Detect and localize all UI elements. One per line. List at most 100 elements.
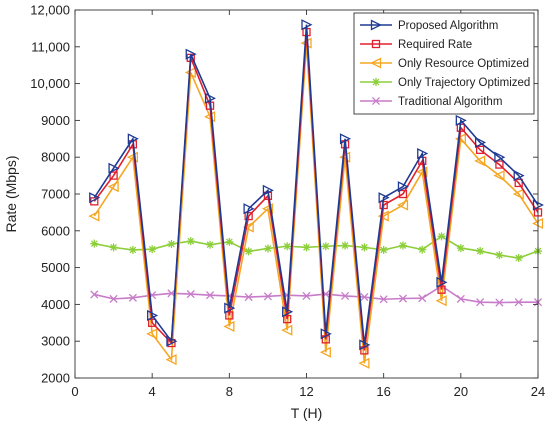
data-point <box>418 294 427 303</box>
data-point <box>319 346 331 358</box>
x-tick-label: 0 <box>71 384 78 399</box>
data-point <box>456 294 465 303</box>
axes-layer: 0 4 8 12 16 20 24 2000 3000 4000 5000 6000 7000 8000 9… <box>30 3 545 400</box>
data-point <box>108 162 120 174</box>
data-point <box>283 242 292 251</box>
data-point <box>184 67 196 79</box>
data-point <box>262 184 274 196</box>
data-point <box>454 133 466 145</box>
data-point <box>379 245 388 254</box>
data-point <box>493 170 505 182</box>
data-point <box>378 192 390 204</box>
x-axis-label: T (H) <box>291 405 323 421</box>
data-point <box>437 285 446 294</box>
legend-swatch-marker <box>370 57 382 69</box>
data-point <box>165 354 177 366</box>
data-point <box>109 294 118 303</box>
data-point <box>263 244 272 253</box>
data-point <box>339 151 351 163</box>
data-point <box>301 19 313 31</box>
y-tick-label: 5000 <box>41 260 70 275</box>
data-point <box>263 292 272 301</box>
y-axis-label: Rate (Mbps) <box>3 155 19 232</box>
data-point <box>186 237 195 246</box>
data-point <box>360 292 369 302</box>
legend-label: Proposed Algorithm <box>398 20 498 32</box>
data-point <box>494 151 506 163</box>
series-1 <box>89 19 544 351</box>
data-point <box>321 242 330 251</box>
data-point <box>360 243 369 252</box>
data-point <box>223 320 235 333</box>
legend-label: Traditional Algorithm <box>398 96 502 108</box>
data-point <box>302 243 311 252</box>
data-point <box>341 241 350 250</box>
y-tick-label: 12,000 <box>30 3 70 18</box>
data-point <box>107 181 119 193</box>
data-point <box>205 291 215 300</box>
data-point <box>435 295 447 307</box>
x-tick-label: 12 <box>299 384 313 399</box>
legend-entry: Only Resource Optimized <box>360 57 529 70</box>
data-point <box>166 335 178 347</box>
data-point <box>379 295 388 304</box>
data-point <box>109 171 118 180</box>
legend-label: Only Resource Optimized <box>398 58 529 70</box>
data-point <box>320 328 332 340</box>
data-point <box>437 232 446 241</box>
legend-swatch-marker <box>372 78 380 86</box>
data-point <box>397 199 409 211</box>
legend-label: Required Rate <box>398 39 472 51</box>
x-tick-label: 20 <box>454 384 468 399</box>
data-point <box>358 357 370 369</box>
y-tick-label: 11,000 <box>31 39 70 54</box>
legend: Proposed Algorithm Required Rate Only Reso… <box>353 12 535 115</box>
data-point <box>456 244 465 253</box>
x-tick-label: 4 <box>149 384 156 399</box>
data-point <box>512 188 524 200</box>
data-point <box>146 328 158 340</box>
data-point <box>148 318 157 327</box>
data-point <box>474 155 486 167</box>
y-tick-label: 2000 <box>41 371 70 386</box>
x-tick-label: 16 <box>376 384 390 399</box>
legend-entry: Only Trajectory Optimized <box>360 77 530 89</box>
y-tick-label: 8000 <box>41 150 70 165</box>
data-point <box>244 292 253 302</box>
data-point <box>186 290 195 299</box>
data-point <box>90 239 99 248</box>
y-tick-label: 3000 <box>41 334 70 349</box>
data-point <box>225 311 234 320</box>
legend-entry: Required Rate <box>360 39 472 51</box>
y-tick-label: 9000 <box>41 113 70 128</box>
data-point <box>282 306 294 318</box>
legend-swatch-marker <box>370 19 382 31</box>
data-point <box>417 147 429 160</box>
y-tick-label: 4000 <box>41 297 70 312</box>
data-point <box>475 145 485 154</box>
data-point <box>127 133 139 145</box>
data-point <box>242 221 254 233</box>
x-tick-label: 24 <box>531 384 545 399</box>
data-point <box>359 339 371 351</box>
data-point <box>109 243 118 252</box>
data-point <box>398 294 408 303</box>
data-point <box>224 302 236 314</box>
data-point <box>88 210 100 222</box>
data-point <box>89 192 101 204</box>
data-point <box>167 240 176 249</box>
data-point <box>302 291 311 300</box>
data-point <box>204 111 216 123</box>
data-point <box>339 133 352 145</box>
data-point <box>128 293 137 302</box>
data-point <box>495 160 504 169</box>
data-point <box>398 189 408 199</box>
data-point <box>377 210 389 222</box>
data-point <box>514 298 523 307</box>
data-point <box>495 251 504 260</box>
data-point <box>128 245 137 254</box>
data-point <box>455 114 467 126</box>
data-point <box>283 314 292 324</box>
data-point <box>204 92 216 104</box>
